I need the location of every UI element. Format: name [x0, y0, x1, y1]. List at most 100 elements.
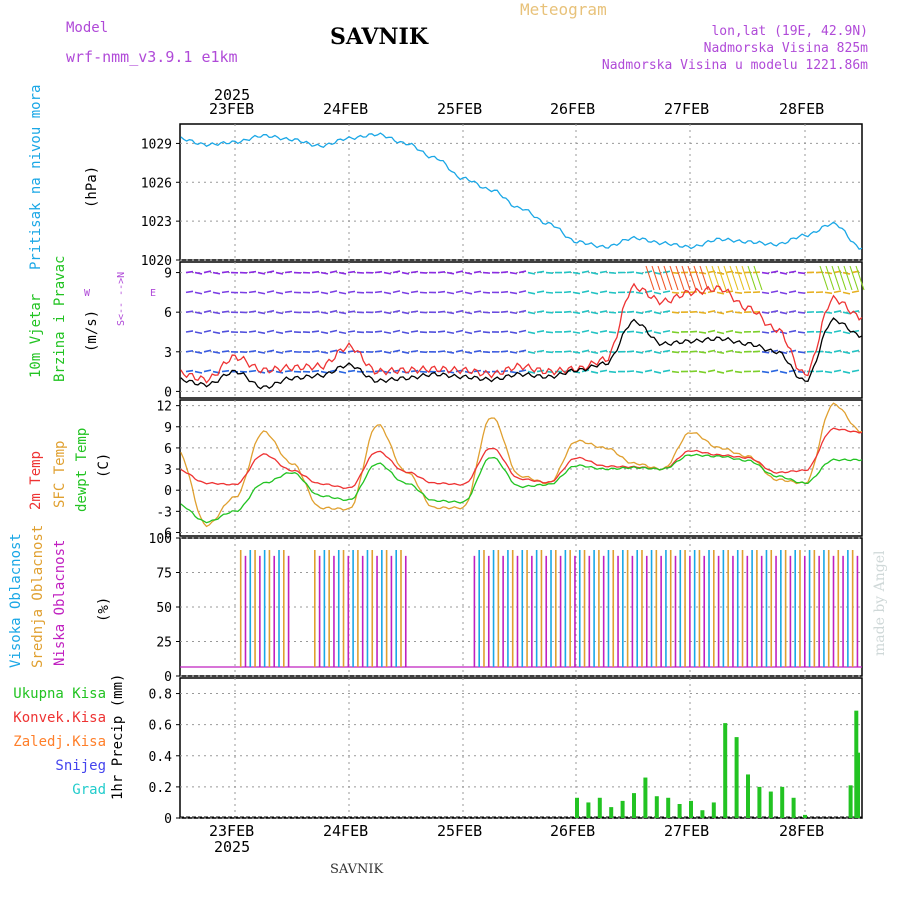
wind-compass-w: W — [84, 288, 91, 299]
wind-arrow — [626, 310, 635, 313]
wind-arrow — [473, 270, 482, 274]
y-tick-label: -6 — [156, 526, 172, 541]
date-label: 28FEB — [779, 822, 825, 840]
wind-arrow — [221, 290, 230, 294]
wind-arrow — [536, 310, 545, 313]
y-tick-label: 0.6 — [149, 719, 172, 734]
wind-arrow — [320, 271, 329, 275]
wind-arrow — [311, 369, 320, 373]
wind-arrow — [320, 331, 329, 335]
wind-arrow — [518, 290, 527, 294]
meteogram-title: Meteogram — [520, 0, 607, 19]
wind-arrow — [185, 369, 194, 373]
wind-arrow — [221, 330, 230, 333]
wind-arrow — [833, 290, 842, 294]
wind-arrow — [509, 350, 518, 354]
wind-arrow — [788, 310, 797, 313]
wind-arrow — [500, 271, 509, 274]
wind-arrow — [635, 291, 644, 295]
wind-arrow — [401, 271, 410, 275]
wind-arrow — [482, 271, 491, 274]
wind-arrow — [329, 349, 338, 353]
precip-bar — [700, 810, 705, 818]
wind-arrow — [401, 311, 410, 315]
wind-arrow — [599, 270, 608, 274]
wind-arrow — [311, 330, 320, 333]
wind-arrow — [374, 290, 383, 294]
wind-arrow — [482, 311, 491, 314]
wind-arrow — [284, 350, 293, 353]
wind-arrow — [455, 290, 464, 294]
wind-arrow — [851, 369, 860, 373]
wind-arrow — [194, 291, 203, 295]
wind-arrow — [599, 290, 608, 294]
wind-arrow — [851, 290, 860, 294]
date-label: 25FEB — [437, 100, 483, 118]
wind-arrow — [221, 369, 230, 373]
wind-arrow — [635, 271, 644, 275]
precip-bar — [654, 796, 659, 818]
wind-arrow — [257, 311, 266, 315]
wind-arrow — [338, 370, 347, 374]
precip-bar — [803, 814, 807, 818]
wind-arrow — [338, 291, 347, 295]
wind-arrow — [203, 329, 212, 333]
wind-arrow — [851, 349, 860, 353]
wind-arrow — [833, 329, 842, 333]
wind-arrow — [203, 309, 212, 313]
wind-arrow — [347, 330, 356, 333]
wind-arrow — [797, 350, 806, 354]
wind-arrow — [761, 291, 770, 295]
wind-arrow — [455, 329, 464, 333]
wind-arrow — [338, 271, 347, 275]
wind-arrow — [572, 350, 581, 354]
wind-arrow — [689, 370, 698, 373]
wind-arrow — [527, 271, 536, 275]
wind-arrow — [599, 349, 608, 353]
wind-arrow — [842, 351, 851, 355]
wind-arrow — [725, 329, 734, 333]
wind-arrow — [599, 369, 608, 373]
precip-bar — [734, 737, 739, 818]
wind-arrow — [527, 370, 536, 374]
wind-barb — [825, 265, 835, 291]
wind-arrow — [590, 331, 599, 335]
wind-arrow — [437, 270, 446, 274]
wind-arrow — [320, 311, 329, 315]
wind-arrow — [689, 350, 698, 353]
wind-arrow — [608, 370, 617, 374]
wind-arrow — [437, 310, 446, 313]
wind-arrow — [644, 329, 653, 333]
y-tick-label: 12 — [156, 400, 172, 415]
wind-arrow — [653, 271, 662, 275]
wind-arrow — [221, 350, 230, 353]
precip-bar — [620, 800, 625, 818]
wind-arrow — [626, 271, 635, 274]
wind-arrow — [275, 291, 284, 295]
wind-arrow — [518, 329, 527, 333]
wind-arrow — [581, 329, 590, 333]
wind-arrow — [770, 369, 779, 373]
wind-arrow — [572, 311, 581, 315]
wind-arrow — [320, 291, 329, 295]
wind-arrow — [518, 309, 527, 313]
wind-arrow — [518, 270, 527, 274]
wind-arrow — [698, 350, 707, 354]
wind-arrow — [590, 271, 599, 275]
y-tick-label: 0.2 — [149, 781, 172, 796]
wind-arrow — [572, 291, 581, 295]
wind-arrow — [635, 311, 644, 315]
wind-arrow — [563, 271, 572, 274]
wind-arrow — [284, 270, 293, 274]
wind-arrow — [842, 331, 851, 335]
wind-arrow — [311, 290, 320, 294]
date-label: 26FEB — [550, 822, 596, 840]
wind-arrow — [194, 370, 203, 374]
wind-arrow — [779, 291, 788, 295]
wind-arrow — [761, 350, 770, 354]
wind-arrow — [581, 270, 590, 274]
y-tick-label: 0 — [164, 385, 172, 400]
wind-arrow — [725, 310, 734, 313]
wind-arrow — [464, 351, 473, 355]
